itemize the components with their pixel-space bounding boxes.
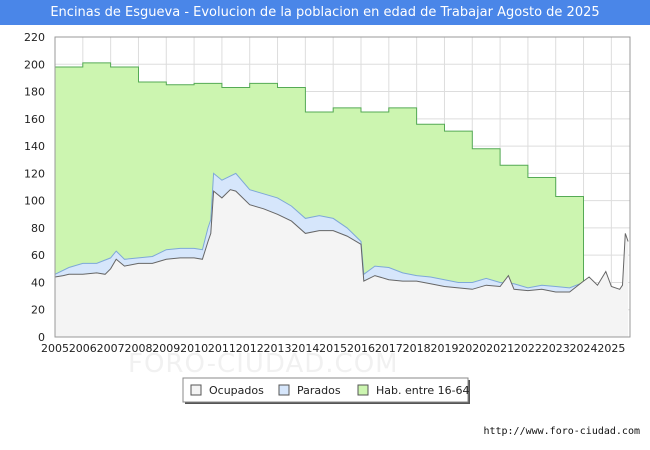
legend-label: Hab. entre 16-64	[376, 384, 470, 397]
x-tick-label: 2011	[208, 342, 236, 355]
x-tick-label: 2021	[486, 342, 514, 355]
y-tick-label: 180	[24, 86, 45, 99]
legend: Ocupados Parados Hab. entre 16-64	[182, 377, 470, 404]
x-tick-label: 2008	[124, 342, 152, 355]
series-parados-line	[54, 172, 584, 289]
y-tick-label: 100	[24, 195, 45, 208]
x-tick-label: 2023	[542, 342, 570, 355]
series-ocupados-area	[55, 189, 629, 337]
x-tick-label: 2006	[69, 342, 97, 355]
y-tick-label: 160	[24, 113, 45, 126]
x-tick-label: 2009	[152, 342, 180, 355]
x-tick-label: 2010	[180, 342, 208, 355]
footer-url[interactable]: http://www.foro-ciudad.com	[483, 426, 640, 437]
y-tick-label: 80	[31, 222, 45, 235]
legend-box	[182, 377, 469, 403]
y-tick-label: 220	[24, 31, 45, 44]
y-tick-label: 140	[24, 140, 45, 153]
series-hab-line	[55, 62, 584, 283]
legend-label: Parados	[297, 384, 341, 397]
x-tick-label: 2018	[403, 342, 431, 355]
y-tick-label: 120	[24, 167, 45, 180]
x-tick-label: 2025	[597, 342, 625, 355]
x-tick-label: 2014	[291, 342, 319, 355]
legend-swatch	[357, 384, 369, 396]
x-tick-label: 2019	[430, 342, 458, 355]
x-tick-label: 2017	[375, 342, 403, 355]
y-tick-label: 200	[24, 58, 45, 71]
x-tick-label: 2015	[319, 342, 347, 355]
x-tick-label: 2024	[570, 342, 598, 355]
x-tick-label: 2005	[41, 342, 69, 355]
legend-swatch	[278, 384, 290, 396]
x-tick-label: 2016	[347, 342, 375, 355]
y-tick-label: 60	[31, 249, 45, 262]
y-tick-label: 0	[38, 331, 45, 344]
y-tick-label: 40	[31, 276, 45, 289]
legend-swatch	[190, 384, 202, 396]
y-tick-label: 20	[31, 304, 45, 317]
x-tick-label: 2020	[458, 342, 486, 355]
series-ocupados-line	[54, 189, 629, 293]
legend-label: Ocupados	[209, 384, 264, 397]
chart-title: Encinas de Esgueva - Evolucion de la pob…	[0, 0, 650, 25]
x-tick-label: 2022	[514, 342, 542, 355]
plot-frame	[54, 36, 631, 338]
watermark: FORO-CIUDAD.COM	[128, 349, 399, 379]
x-tick-label: 2007	[97, 342, 125, 355]
x-tick-label: 2012	[236, 342, 264, 355]
x-tick-label: 2013	[264, 342, 292, 355]
